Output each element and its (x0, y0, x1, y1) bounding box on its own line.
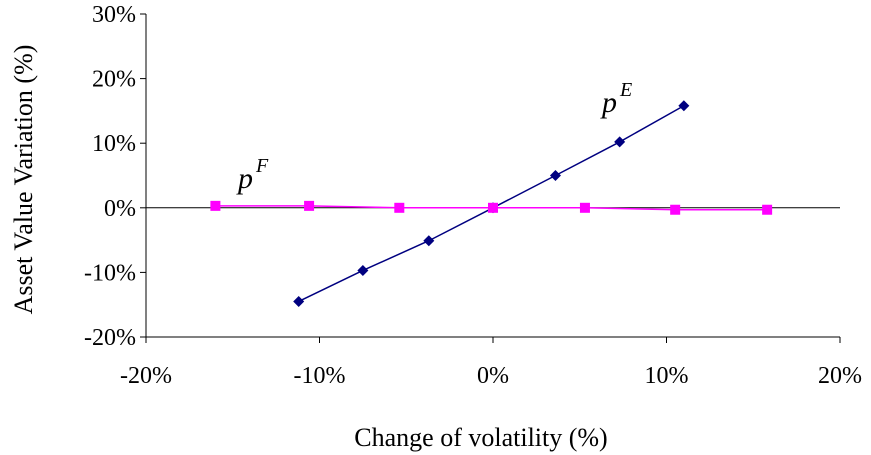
data-point (394, 202, 405, 213)
x-tick-label: -20% (120, 363, 172, 389)
x-tick-label: 20% (818, 363, 862, 389)
x-tick-label: -10% (294, 363, 346, 389)
data-point (614, 136, 626, 148)
y-tick-label: -10% (84, 260, 136, 286)
x-axis-title: Change of volatility (%) (354, 423, 607, 452)
series-layer (210, 100, 773, 307)
y-axis-title: Asset Value Variation (%) (9, 45, 38, 315)
data-point (357, 264, 369, 276)
data-point (579, 202, 590, 213)
series-f (210, 200, 773, 215)
y-tick-label: -20% (84, 325, 136, 351)
data-point (488, 202, 498, 213)
data-point (304, 200, 315, 211)
y-tick-label: 20% (92, 67, 136, 93)
y-tick-label: 10% (92, 131, 136, 157)
y-ticks: 30% 20% 10% 0% -10% -20% (84, 2, 146, 351)
axes: 30% 20% 10% 0% -10% -20% -20% -10% 0% 10% 20% (84, 2, 862, 389)
data-point (670, 204, 681, 215)
data-point (423, 235, 435, 247)
data-point (293, 295, 305, 307)
y-tick-label: 30% (92, 2, 136, 28)
data-point (678, 100, 690, 112)
x-ticks: -20% -10% 0% 10% 20% (120, 337, 862, 389)
data-point (762, 204, 773, 215)
data-point (210, 200, 221, 211)
x-tick-label: 0% (477, 363, 509, 389)
x-tick-label: 10% (645, 363, 689, 389)
y-tick-label: 0% (104, 196, 136, 222)
series-labels: p E p F (236, 79, 632, 195)
data-point (549, 170, 561, 181)
